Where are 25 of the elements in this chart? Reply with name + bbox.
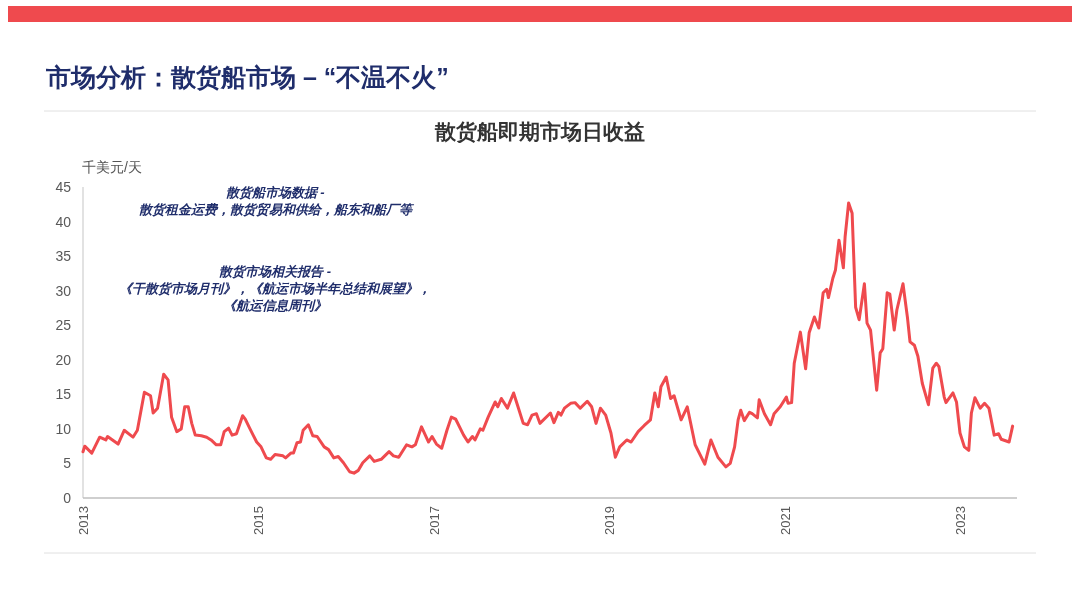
y-tick-label: 35 bbox=[55, 248, 72, 265]
y-tick-label: 10 bbox=[55, 420, 72, 437]
line-series bbox=[81, 201, 1015, 475]
annotation: 散货船市场数据 - bbox=[225, 185, 325, 200]
y-tick-label: 0 bbox=[63, 490, 72, 506]
annotation: 《航运信息周刊》 bbox=[223, 298, 327, 313]
y-tick-label: 20 bbox=[55, 351, 72, 368]
y-tick-label: 30 bbox=[55, 282, 72, 299]
y-tick-label: 45 bbox=[55, 179, 72, 195]
x-tick-label: 2019 bbox=[602, 506, 618, 535]
y-tick-label: 5 bbox=[63, 455, 72, 472]
annotation: 《干散货市场月刊》，《航运市场半年总结和展望》， bbox=[119, 281, 431, 296]
annotation: 散货市场相关报告 - bbox=[219, 264, 331, 279]
x-tick-label: 2017 bbox=[426, 506, 442, 535]
annotation: 散货租金运费，散货贸易和供给，船东和船厂等 bbox=[138, 202, 415, 217]
y-axis-title: 千美元/天 bbox=[82, 159, 142, 175]
y-tick-label: 25 bbox=[55, 317, 72, 334]
x-tick-label: 2015 bbox=[251, 506, 267, 535]
y-tick-label: 40 bbox=[55, 213, 72, 230]
y-tick-label: 15 bbox=[55, 386, 72, 403]
chart-title: 散货船即期市场日收益 bbox=[434, 120, 645, 144]
x-tick-label: 2013 bbox=[76, 506, 91, 535]
x-tick-label: 2021 bbox=[777, 506, 793, 535]
x-tick-label: 2023 bbox=[953, 506, 968, 535]
chart-subtitle: 市场分析：散货船市场 – “不温不火” bbox=[45, 63, 449, 91]
